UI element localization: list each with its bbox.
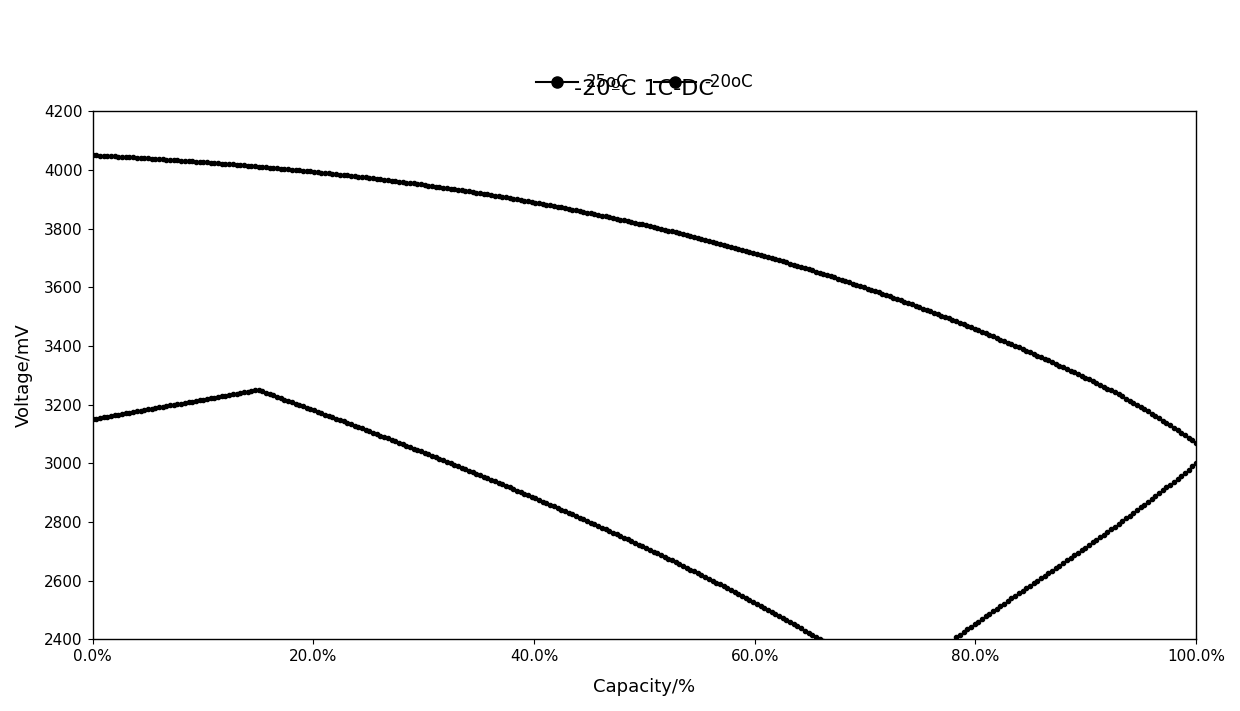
X-axis label: Capacity/%: Capacity/% bbox=[593, 678, 696, 696]
Y-axis label: Voltage/mV: Voltage/mV bbox=[15, 324, 33, 427]
Title: -20ºC 1C-DC: -20ºC 1C-DC bbox=[574, 78, 714, 99]
Legend: 25oC, -20oC: 25oC, -20oC bbox=[529, 67, 759, 98]
